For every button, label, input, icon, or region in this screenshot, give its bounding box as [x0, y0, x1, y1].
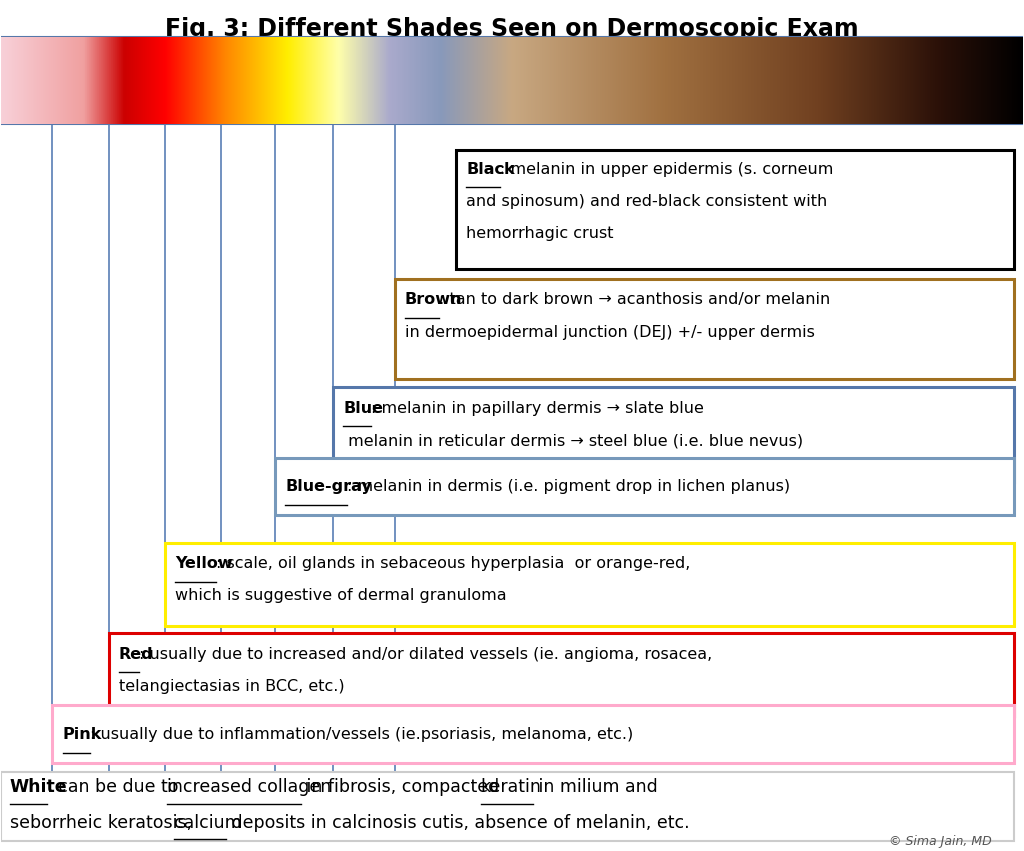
Text: Pink: Pink — [62, 727, 102, 742]
Text: White: White — [9, 779, 68, 797]
Text: Black: Black — [466, 162, 515, 177]
Text: calcium: calcium — [174, 814, 242, 832]
Text: keratin: keratin — [481, 779, 542, 797]
Text: Fig. 3: Different Shades Seen on Dermoscopic Exam: Fig. 3: Different Shades Seen on Dermosc… — [165, 17, 859, 41]
Text: Yellow: Yellow — [175, 556, 232, 571]
FancyBboxPatch shape — [333, 387, 1015, 483]
FancyBboxPatch shape — [394, 279, 1015, 379]
Text: © Sima Jain, MD: © Sima Jain, MD — [889, 835, 992, 848]
Text: hemorrhagic crust: hemorrhagic crust — [466, 226, 613, 241]
FancyBboxPatch shape — [52, 705, 1015, 763]
Text: Red: Red — [119, 647, 154, 662]
Text: telangiectasias in BCC, etc.): telangiectasias in BCC, etc.) — [119, 679, 344, 694]
Text: in milium and: in milium and — [534, 779, 657, 797]
Text: Blue-gray: Blue-gray — [286, 479, 372, 494]
Text: which is suggestive of dermal granuloma: which is suggestive of dermal granuloma — [175, 588, 507, 603]
Text: deposits in calcinosis cutis, absence of melanin, etc.: deposits in calcinosis cutis, absence of… — [226, 814, 690, 832]
Text: Blue: Blue — [343, 401, 384, 416]
FancyBboxPatch shape — [109, 633, 1015, 717]
FancyBboxPatch shape — [165, 543, 1015, 625]
Text: : scale, oil glands in sebaceous hyperplasia  or orange-red,: : scale, oil glands in sebaceous hyperpl… — [216, 556, 690, 571]
Text: : melanin in dermis (i.e. pigment drop in lichen planus): : melanin in dermis (i.e. pigment drop i… — [347, 479, 791, 494]
Text: in dermoepidermal junction (DEJ) +/- upper dermis: in dermoepidermal junction (DEJ) +/- upp… — [404, 324, 815, 340]
Text: melanin in reticular dermis → steel blue (i.e. blue nevus): melanin in reticular dermis → steel blue… — [343, 433, 804, 448]
Text: increased collagen: increased collagen — [167, 779, 331, 797]
FancyBboxPatch shape — [1, 772, 1015, 841]
Text: Brown: Brown — [404, 293, 462, 307]
Text: in fibrosis, compacted: in fibrosis, compacted — [301, 779, 505, 797]
FancyBboxPatch shape — [456, 150, 1015, 269]
Text: : tan to dark brown → acanthosis and/or melanin: : tan to dark brown → acanthosis and/or … — [439, 293, 830, 307]
Text: : can be due to: : can be due to — [47, 779, 184, 797]
Text: : melanin in papillary dermis → slate blue: : melanin in papillary dermis → slate bl… — [371, 401, 703, 416]
Text: and spinosum) and red-black consistent with: and spinosum) and red-black consistent w… — [466, 194, 827, 209]
Text: seborrheic keratosis,: seborrheic keratosis, — [9, 814, 198, 832]
Text: : usually due to inflammation/vessels (ie.psoriasis, melanoma, etc.): : usually due to inflammation/vessels (i… — [90, 727, 634, 742]
FancyBboxPatch shape — [275, 458, 1015, 516]
Text: : usually due to increased and/or dilated vessels (ie. angioma, rosacea,: : usually due to increased and/or dilate… — [139, 647, 713, 662]
Text: : melanin in upper epidermis (s. corneum: : melanin in upper epidermis (s. corneum — [501, 162, 834, 177]
